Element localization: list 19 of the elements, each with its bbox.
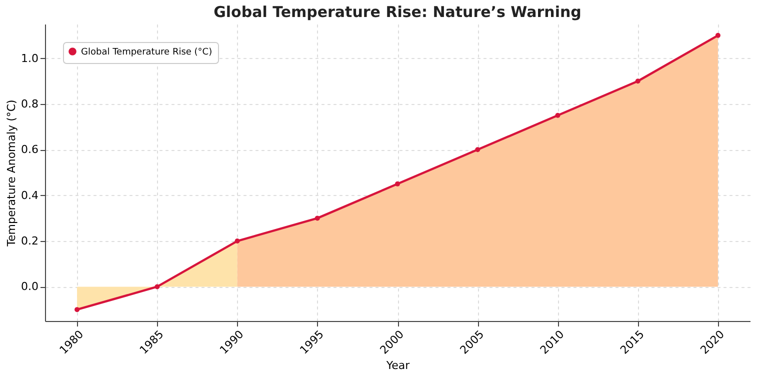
point bbox=[74, 307, 80, 312]
point bbox=[314, 216, 320, 221]
x-axis-title: Year bbox=[385, 359, 410, 372]
legend-label: Global Temperature Rise (°C) bbox=[81, 48, 212, 58]
y-axis-title: Temperature Anomaly (°C) bbox=[5, 100, 18, 248]
y-tick-label: 0.6 bbox=[21, 143, 38, 156]
point bbox=[715, 32, 720, 38]
point bbox=[154, 284, 160, 290]
y-tick-label: 0.0 bbox=[21, 280, 38, 294]
y-tick-label: 0.8 bbox=[21, 97, 38, 110]
point bbox=[234, 238, 240, 244]
point bbox=[555, 112, 560, 118]
point bbox=[395, 181, 400, 186]
chart-title: Global Temperature Rise: Nature’s Warning bbox=[214, 3, 582, 21]
point bbox=[475, 147, 480, 152]
y-tick-label: 1.0 bbox=[21, 52, 38, 65]
y-tick-label: 0.2 bbox=[21, 234, 38, 248]
point bbox=[635, 78, 640, 84]
y-tick-label: 0.4 bbox=[21, 188, 38, 202]
